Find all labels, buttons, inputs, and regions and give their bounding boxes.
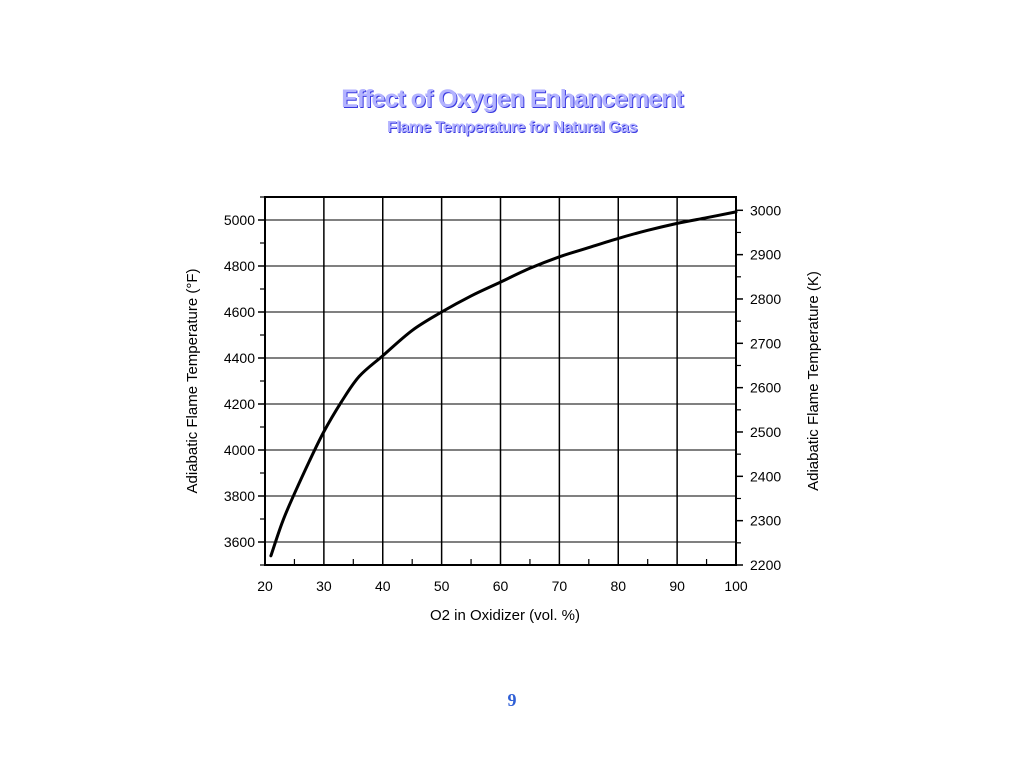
- y2-tick-label: 2900: [750, 247, 781, 263]
- x-tick-label: 50: [434, 578, 450, 594]
- chart-tick-labels: 20 30 40 50 60 70 80 90 100 3600 3800 4000 4200 4400 4…: [224, 202, 782, 594]
- y2-tick-label: 2400: [750, 468, 781, 484]
- y2-tick-label: 2800: [750, 291, 781, 307]
- x-tick-label: 70: [552, 578, 568, 594]
- y-tick-label: 3800: [224, 488, 255, 504]
- y-tick-label: 4200: [224, 396, 255, 412]
- y-axis-title-right: Adiabatic Flame Temperature (K): [805, 271, 822, 491]
- y2-tick-label: 2200: [750, 557, 781, 573]
- x-tick-label: 20: [257, 578, 273, 594]
- y2-tick-label: 2500: [750, 424, 781, 440]
- x-tick-label: 40: [375, 578, 391, 594]
- y2-tick-label: 2600: [750, 380, 781, 396]
- x-tick-label: 100: [724, 578, 748, 594]
- slide-subtitle: Flame Temperature for Natural Gas: [387, 119, 637, 136]
- y2-tick-label: 3000: [750, 202, 781, 218]
- y2-tick-label: 2300: [750, 513, 781, 529]
- series-line: [269, 210, 738, 558]
- x-tick-label: 60: [493, 578, 509, 594]
- x-tick-label: 80: [610, 578, 626, 594]
- y-tick-label: 4000: [224, 442, 255, 458]
- x-tick-label: 30: [316, 578, 332, 594]
- y2-tick-label: 2700: [750, 335, 781, 351]
- x-tick-label: 90: [669, 578, 685, 594]
- slide-title: Effect of Oxygen Enhancement: [341, 85, 684, 113]
- y-tick-label: 5000: [224, 212, 255, 228]
- chart-grid: [264, 197, 737, 565]
- page-number: 9: [507, 690, 517, 710]
- y-tick-label: 4400: [224, 350, 255, 366]
- y-axis-title-left: Adiabatic Flame Temperature (°F): [184, 269, 201, 494]
- y-tick-label: 4600: [224, 304, 255, 320]
- y-tick-label: 4800: [224, 258, 255, 274]
- chart-ticks: [258, 196, 743, 566]
- y-tick-label: 3600: [224, 534, 255, 550]
- x-axis-title: O2 in Oxidizer (vol. %): [430, 607, 580, 624]
